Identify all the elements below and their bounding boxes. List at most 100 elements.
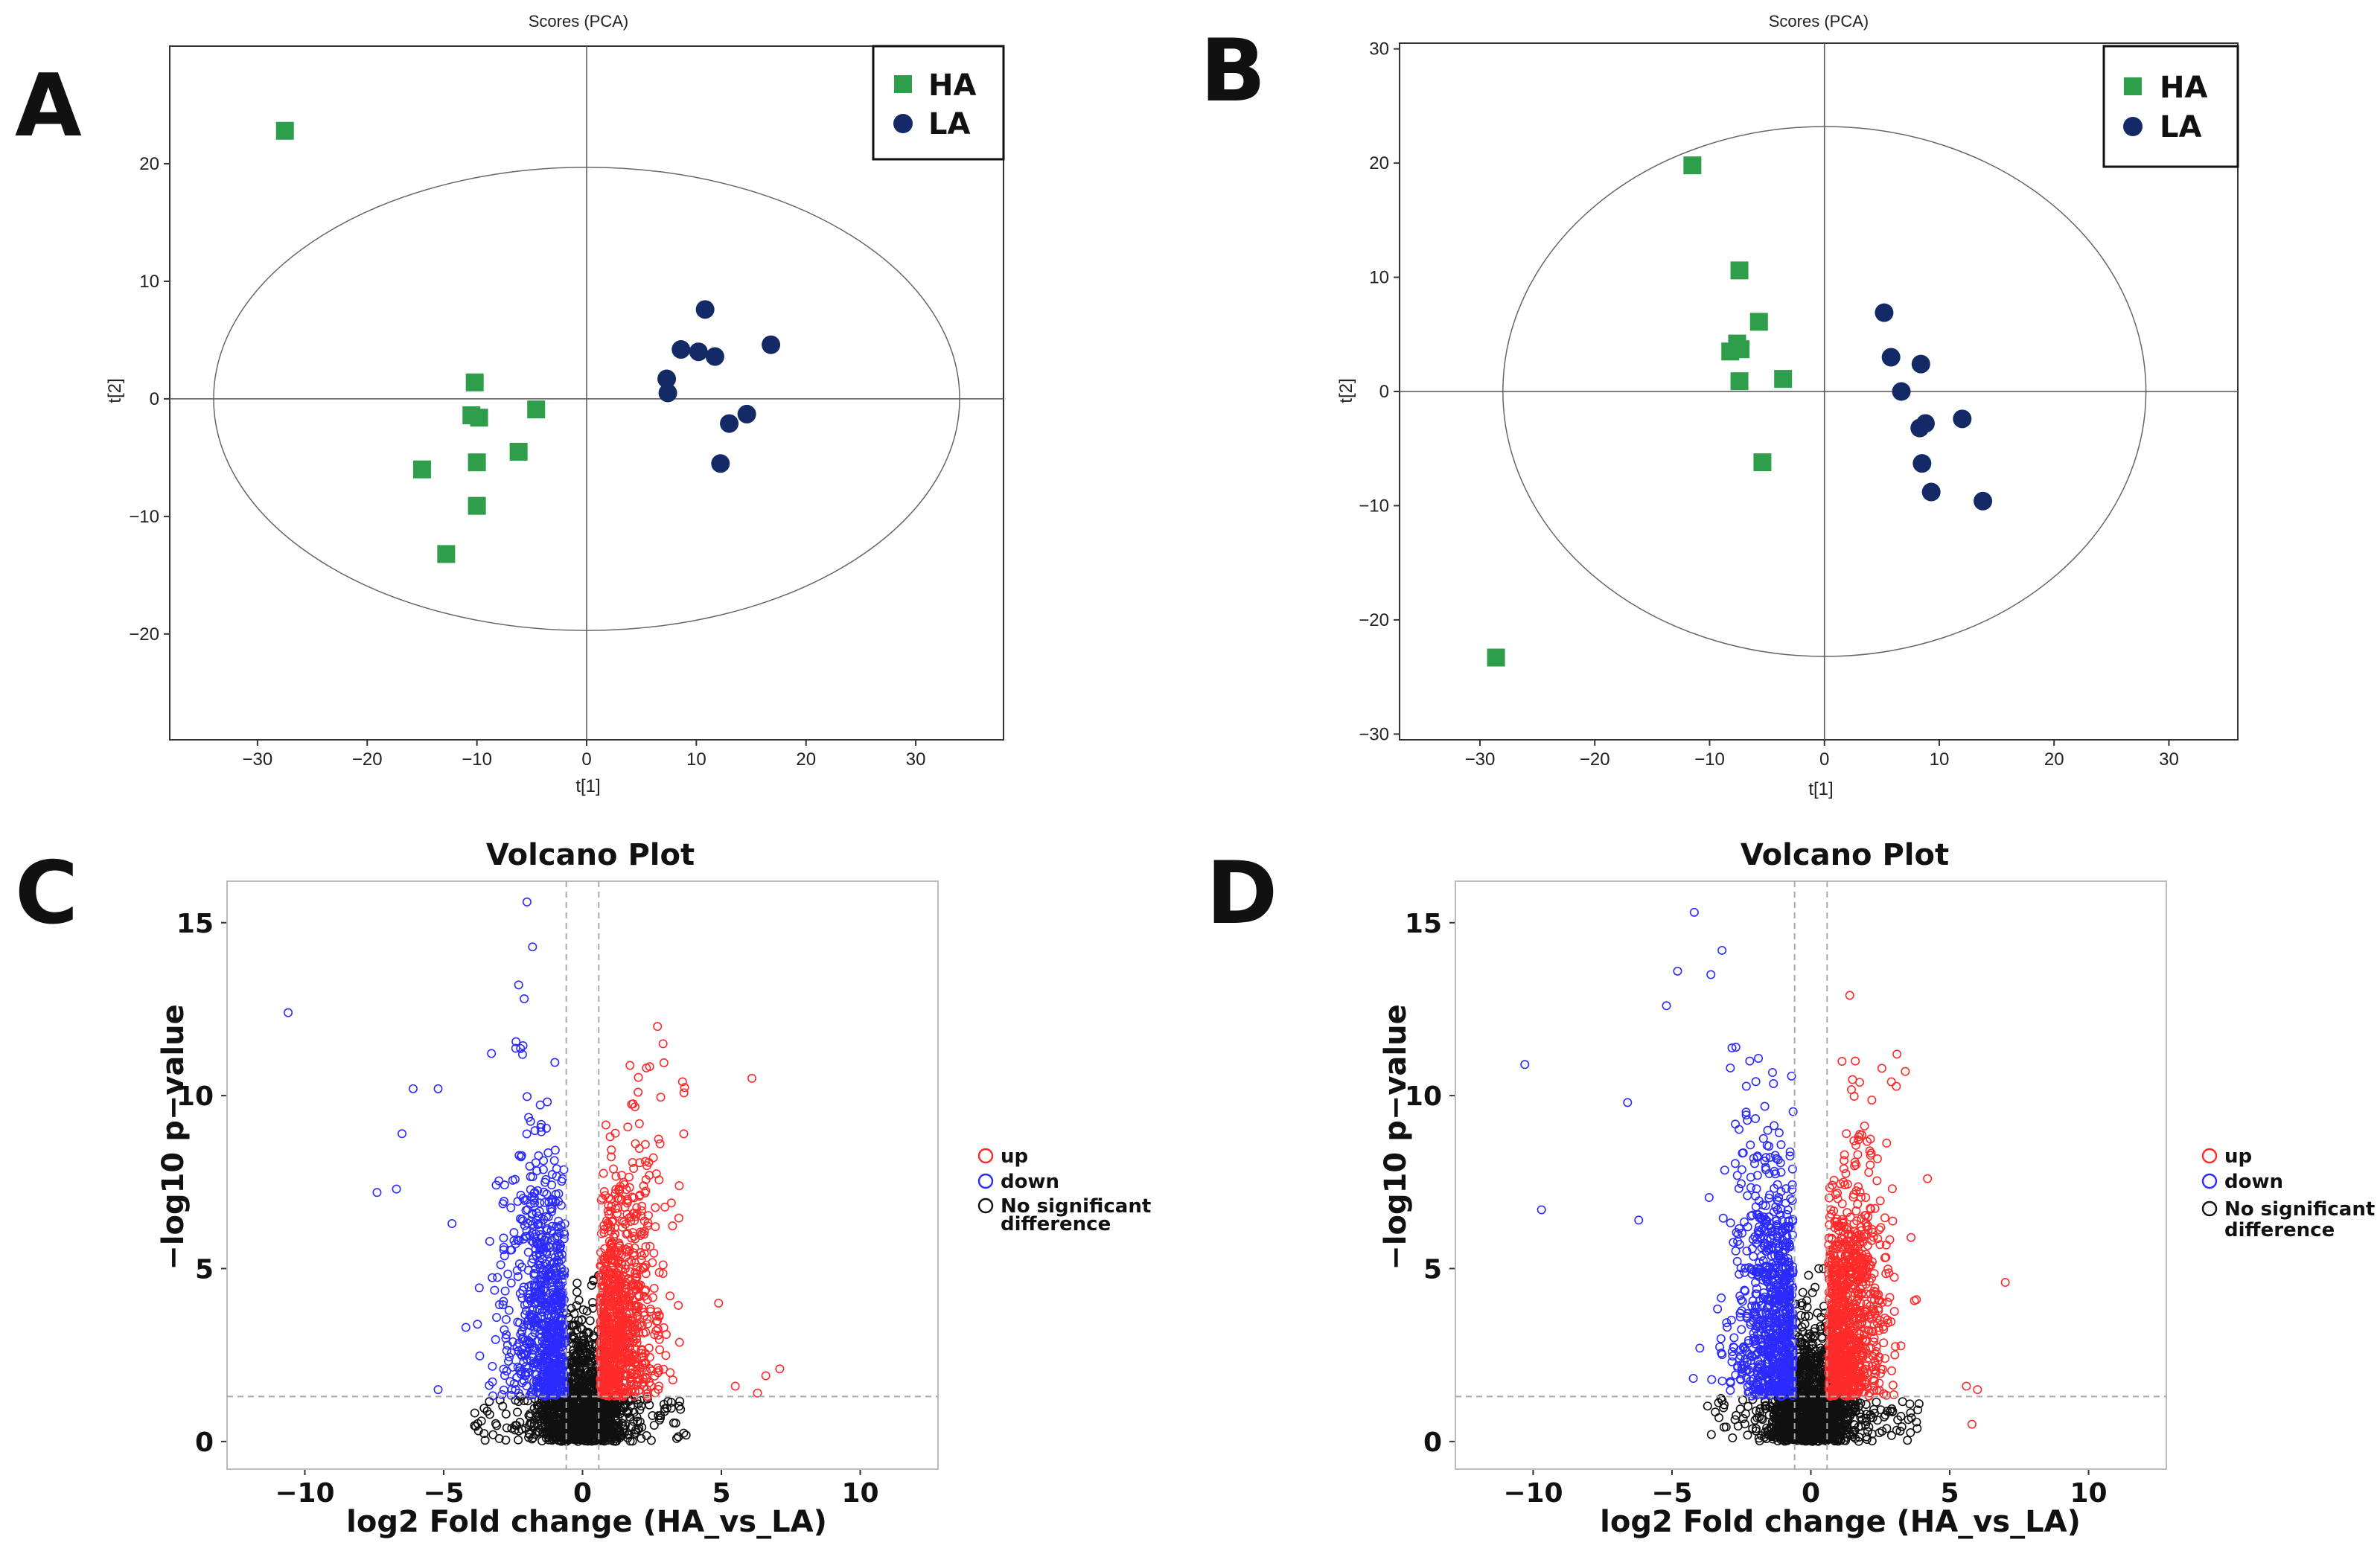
- point-down: [1688, 1374, 1698, 1384]
- point-no-significant: [1743, 1401, 1753, 1411]
- point-down: [543, 1097, 552, 1107]
- point-down: [1726, 1386, 1735, 1395]
- point-la: [671, 340, 691, 359]
- point-down: [372, 1188, 382, 1198]
- point-no-significant: [681, 1430, 691, 1440]
- x-tick-labels: −10 −5 0 5 10: [275, 1469, 879, 1509]
- point-no-significant: [473, 1426, 483, 1436]
- score-points: [1400, 43, 2238, 740]
- point-down: [398, 1129, 407, 1139]
- point-la: [1892, 382, 1911, 401]
- point-down: [525, 1161, 535, 1171]
- point-down: [539, 1156, 549, 1166]
- panel-label: C: [15, 843, 78, 944]
- y-tick-label: 10: [139, 272, 159, 292]
- point-up: [674, 1213, 683, 1223]
- point-no-significant: [485, 1397, 494, 1407]
- point-up: [651, 1222, 660, 1232]
- point-no-significant: [488, 1430, 498, 1439]
- x-tick-label: 0: [581, 749, 591, 770]
- point-no-significant: [625, 1436, 635, 1446]
- x-tick-label: 0: [1819, 749, 1829, 770]
- point-up: [753, 1388, 762, 1398]
- legend: HA LA: [872, 45, 1005, 161]
- y-tick-label: −20: [129, 624, 159, 645]
- panel-label: B: [1200, 21, 1266, 121]
- point-no-significant: [1886, 1430, 1896, 1440]
- point-down: [509, 1227, 519, 1237]
- point-no-significant: [476, 1416, 486, 1426]
- point-down: [540, 1198, 549, 1207]
- x-axis-label: t[1]: [575, 776, 600, 796]
- point-down: [473, 1320, 482, 1329]
- point-no-significant: [572, 1279, 582, 1288]
- point-ha: [412, 460, 431, 479]
- point-down: [1758, 1133, 1768, 1143]
- point-down: [1716, 1334, 1726, 1343]
- point-no-significant: [532, 1427, 542, 1436]
- point-down: [1746, 1140, 1755, 1150]
- point-down: [1736, 1179, 1746, 1189]
- point-down: [485, 1236, 494, 1246]
- point-down: [500, 1180, 509, 1190]
- point-no-significant: [1898, 1397, 1907, 1407]
- legend: up down No significant difference: [977, 1145, 1151, 1235]
- point-no-significant: [480, 1436, 490, 1445]
- point-no-significant: [1706, 1430, 1716, 1439]
- legend-box: [2102, 45, 2239, 168]
- point-down: [1718, 1213, 1728, 1223]
- point-ha: [509, 442, 528, 461]
- point-no-significant: [574, 1295, 584, 1305]
- point-ha: [1730, 372, 1749, 391]
- point-la: [1953, 409, 1972, 429]
- point-down: [408, 1084, 418, 1093]
- point-no-significant: [1741, 1409, 1750, 1419]
- point-down: [1770, 1121, 1779, 1131]
- point-no-significant: [471, 1422, 481, 1431]
- y-tick-label: 5: [1423, 1254, 1442, 1285]
- point-down: [284, 1008, 293, 1017]
- point-down: [499, 1233, 508, 1243]
- point-no-significant: [1814, 1264, 1824, 1273]
- point-no-significant: [1703, 1401, 1712, 1411]
- point-la: [1912, 454, 1932, 473]
- point-ha: [1730, 261, 1749, 280]
- legend-la-marker: [2123, 117, 2143, 136]
- point-down: [433, 1084, 443, 1093]
- point-no-significant: [1714, 1413, 1724, 1422]
- legend-up-label: up: [1001, 1145, 1028, 1168]
- point-up: [674, 1181, 684, 1191]
- point-la: [705, 347, 724, 366]
- x-tick-label: −30: [243, 749, 273, 770]
- point-no-significant: [671, 1433, 681, 1443]
- plot-frame: [226, 880, 939, 1470]
- point-down: [447, 1219, 457, 1229]
- point-la: [1875, 303, 1894, 322]
- point-down: [549, 1156, 559, 1166]
- x-tick-label: 10: [2070, 1478, 2107, 1509]
- point-la: [695, 300, 715, 319]
- x-tick-label: −10: [462, 749, 492, 770]
- point-no-significant: [1905, 1399, 1915, 1409]
- point-up: [653, 1022, 663, 1032]
- point-ha: [1753, 453, 1772, 472]
- point-down: [1743, 1191, 1752, 1200]
- y-tick-label: 0: [1423, 1427, 1442, 1458]
- point-no-significant: [609, 1432, 619, 1442]
- x-axis-label: t[1]: [1808, 779, 1833, 799]
- legend-ha-label: HA: [928, 68, 976, 103]
- x-tick-label: 10: [841, 1478, 878, 1509]
- x-tick-label: 0: [1802, 1478, 1820, 1509]
- x-tick-label: −20: [1580, 749, 1610, 770]
- point-down: [1769, 1078, 1778, 1088]
- y-tick-label: 10: [1405, 1081, 1442, 1112]
- hotelling-ellipse: [1502, 126, 2147, 657]
- y-tick-label: 5: [195, 1254, 214, 1285]
- point-up: [659, 1058, 669, 1068]
- point-no-significant: [581, 1328, 591, 1337]
- point-no-significant: [662, 1403, 671, 1413]
- point-no-significant: [1798, 1288, 1808, 1297]
- point-no-significant: [501, 1409, 511, 1419]
- point-down: [491, 1334, 500, 1344]
